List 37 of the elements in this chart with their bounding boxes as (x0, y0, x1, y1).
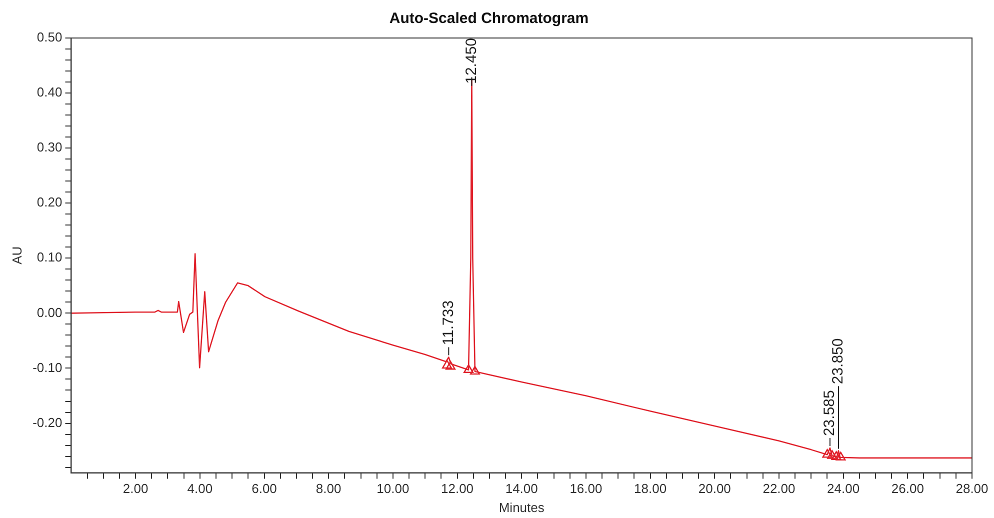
x-tick-label: 10.00 (376, 481, 410, 496)
x-tick-label: 8.00 (316, 481, 342, 496)
annotation: 23.850 (830, 338, 847, 384)
y-tick-label: 0.40 (36, 84, 62, 100)
annotation: 12.450 (462, 38, 480, 84)
x-tick-label: 2.00 (122, 481, 148, 496)
x-tick-label: 18.00 (634, 481, 667, 496)
x-tick-label: 22.00 (762, 481, 796, 496)
point (827, 450, 838, 459)
x-tick-label: 4.00 (187, 481, 213, 496)
y-tick-label: 0.30 (36, 140, 62, 155)
y-tick-label: 0.20 (36, 194, 62, 210)
x-tick-label: 16.00 (570, 481, 602, 496)
y-axis-title: AU (9, 246, 24, 264)
point (446, 360, 456, 370)
y-tick-label: 0.10 (36, 250, 62, 265)
x-tick-label: 6.00 (252, 481, 277, 496)
x-tick-label: 12.00 (441, 481, 474, 496)
point (822, 448, 832, 458)
point (442, 360, 452, 369)
y-tick-label: -0.20 (32, 414, 62, 430)
chart-title: Auto-Scaled Chromatogram (389, 10, 589, 28)
point (464, 364, 474, 374)
point (470, 366, 480, 375)
x-tick-label: 20.00 (698, 481, 731, 496)
x-tick-label: 26.00 (891, 481, 924, 496)
x-tick-label: 28.00 (956, 481, 988, 496)
y-tick-label: 0.50 (36, 30, 62, 45)
annotation: 11.733 (440, 300, 457, 346)
x-axis-title: Minutes (498, 500, 545, 515)
point (836, 452, 846, 461)
x-tick-label: 24.00 (827, 481, 860, 496)
y-tick-label: 0.00 (36, 304, 62, 320)
annotation: 23.585 (821, 390, 838, 436)
point (831, 451, 842, 460)
x-tick-label: 14.00 (505, 481, 538, 496)
y-tick-label: -0.10 (32, 360, 62, 375)
